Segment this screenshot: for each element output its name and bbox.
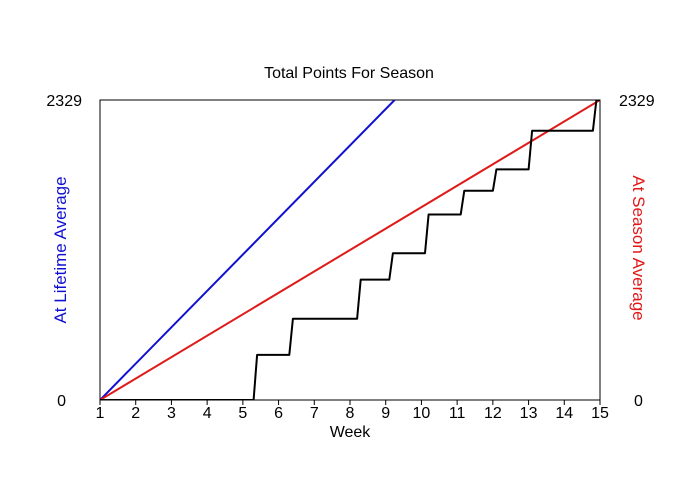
- x-tick-label: 14: [555, 405, 573, 422]
- y-axis-label-right: At Season Average: [629, 175, 648, 320]
- x-tick-label: 13: [520, 405, 538, 422]
- x-tick-label: 12: [484, 405, 502, 422]
- y-right-tick-min: 0: [634, 393, 643, 410]
- x-tick-label: 3: [167, 405, 176, 422]
- x-tick-label: 2: [131, 405, 140, 422]
- series-layer: [100, 100, 600, 400]
- x-tick-label: 1: [96, 405, 105, 422]
- chart-title: Total Points For Season: [264, 65, 434, 82]
- x-tick-label: 4: [203, 405, 212, 422]
- x-axis-ticks: [99, 400, 601, 405]
- x-tick-label: 9: [381, 405, 390, 422]
- x-axis-label: Week: [330, 424, 372, 441]
- x-axis-tick-labels: 1 2 3 4 5 6 7 8 9 10 11 12 13 14 15: [96, 405, 609, 422]
- season-series-line: [100, 100, 600, 400]
- x-tick-label: 7: [310, 405, 319, 422]
- y-left-tick-max: 2329: [46, 93, 82, 110]
- y-axis-label-left: At Lifetime Average: [51, 176, 70, 323]
- x-tick-label: 8: [346, 405, 355, 422]
- y-left-tick-min: 0: [57, 393, 66, 410]
- lifetime-series-line: [100, 100, 396, 400]
- x-tick-label: 11: [449, 405, 466, 422]
- x-tick-label: 15: [591, 405, 609, 422]
- y-right-tick-max: 2329: [619, 93, 655, 110]
- actual-series-line: [100, 100, 600, 400]
- x-tick-label: 6: [274, 405, 283, 422]
- x-tick-label: 5: [238, 405, 247, 422]
- x-tick-label: 10: [413, 405, 431, 422]
